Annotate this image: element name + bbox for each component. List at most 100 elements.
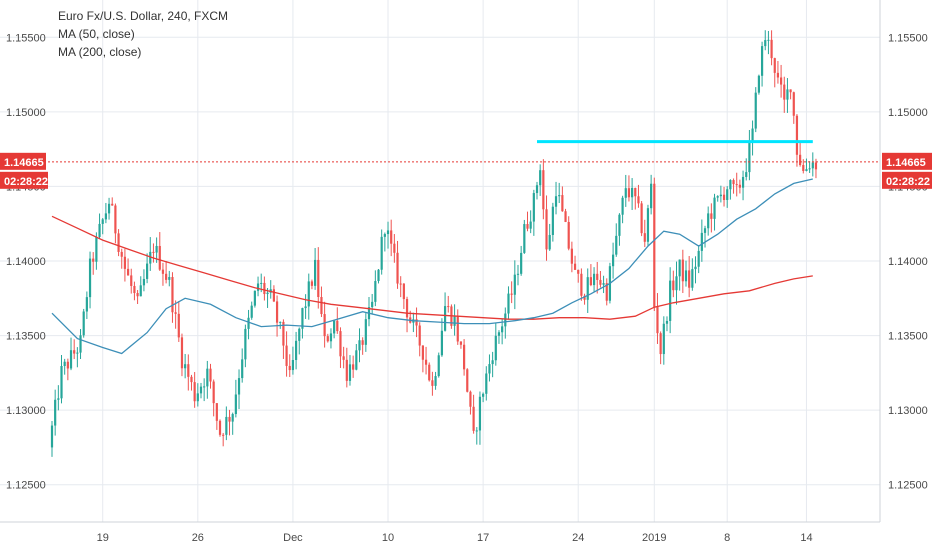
candle-body <box>577 269 580 274</box>
candle-body <box>304 306 307 309</box>
candle-body <box>573 263 577 270</box>
candle-body <box>618 214 621 236</box>
candle-body <box>463 344 466 370</box>
candle-body <box>520 252 523 274</box>
candle-body <box>548 234 551 250</box>
candle-body <box>323 314 326 337</box>
candle-body <box>491 360 494 365</box>
candle <box>142 269 146 292</box>
candle <box>719 185 722 203</box>
candle <box>554 181 558 215</box>
candle-body <box>447 306 450 308</box>
candle <box>694 256 697 284</box>
candle <box>551 202 554 242</box>
candle-body <box>133 285 136 294</box>
candle <box>754 87 757 133</box>
legend-ma200: MA (200, close) <box>58 45 142 59</box>
candle <box>776 61 780 84</box>
candle-body <box>301 308 304 329</box>
candle <box>402 283 405 310</box>
candle-body <box>799 154 802 166</box>
candle <box>364 313 367 352</box>
candle <box>63 358 66 375</box>
price-tag-right: 1.14665 <box>882 152 932 170</box>
candle <box>269 280 272 299</box>
candle <box>621 195 624 224</box>
candle <box>767 30 770 55</box>
candle-body <box>472 406 475 431</box>
candle-body <box>672 280 675 291</box>
candle <box>428 362 431 382</box>
candle <box>79 329 82 360</box>
candle-body <box>516 273 520 275</box>
candle <box>780 64 783 98</box>
y-tick-label-right: 1.14000 <box>888 256 928 268</box>
countdown-tag-left-text: 02:28:22 <box>4 176 48 188</box>
candle <box>374 270 377 307</box>
candle <box>199 382 203 399</box>
candle-body <box>741 176 745 188</box>
candle-body <box>142 278 146 286</box>
candle <box>760 41 764 87</box>
price-tag-left-text: 1.14665 <box>4 157 44 169</box>
candle-body <box>399 283 402 285</box>
candle-body <box>440 330 444 356</box>
y-tick-label-right: 1.13500 <box>888 331 928 343</box>
candle-body <box>149 251 152 264</box>
candle <box>250 301 253 320</box>
candle <box>193 372 196 408</box>
candle <box>345 347 348 388</box>
price-tag-right-bg <box>882 152 932 170</box>
candle <box>184 353 187 379</box>
candle <box>707 206 710 236</box>
candle <box>149 237 152 271</box>
candle <box>745 158 748 181</box>
candle <box>773 57 776 88</box>
candle <box>700 219 703 262</box>
candle-body <box>795 115 799 155</box>
candle-body <box>669 280 672 321</box>
candle-body <box>535 185 539 194</box>
candle <box>741 170 745 201</box>
candle <box>491 351 494 378</box>
candle-body <box>567 221 570 249</box>
candle <box>564 208 567 223</box>
candle-body <box>532 193 535 222</box>
candle <box>485 366 488 401</box>
x-tick-label: 19 <box>97 532 109 544</box>
candle <box>523 219 526 254</box>
candle <box>101 217 104 235</box>
candle <box>469 390 472 415</box>
candle-body <box>719 194 722 197</box>
y-tick-label-right: 1.12500 <box>888 480 928 492</box>
candle <box>656 293 659 344</box>
candle-body <box>260 282 263 284</box>
candle <box>710 203 713 233</box>
candle-body <box>507 293 510 314</box>
candle-body <box>691 269 694 288</box>
candle <box>646 204 650 246</box>
candle <box>50 421 54 457</box>
candle <box>814 158 818 179</box>
candle <box>443 292 447 332</box>
candle <box>304 294 307 319</box>
candle <box>437 352 440 378</box>
candle-body <box>615 235 618 255</box>
candle <box>415 307 418 338</box>
candle-body <box>374 281 377 302</box>
candle <box>589 264 592 287</box>
candle <box>729 179 732 200</box>
candle <box>383 232 386 252</box>
candle <box>228 409 231 436</box>
candle-body <box>396 252 399 284</box>
candle <box>291 346 295 375</box>
candle <box>529 210 532 234</box>
candle-body <box>136 293 139 297</box>
candle-body <box>624 188 627 198</box>
candle-body <box>443 306 447 331</box>
candle <box>789 89 792 100</box>
candle <box>234 379 237 418</box>
candle-body <box>542 170 545 210</box>
candle <box>152 243 155 263</box>
